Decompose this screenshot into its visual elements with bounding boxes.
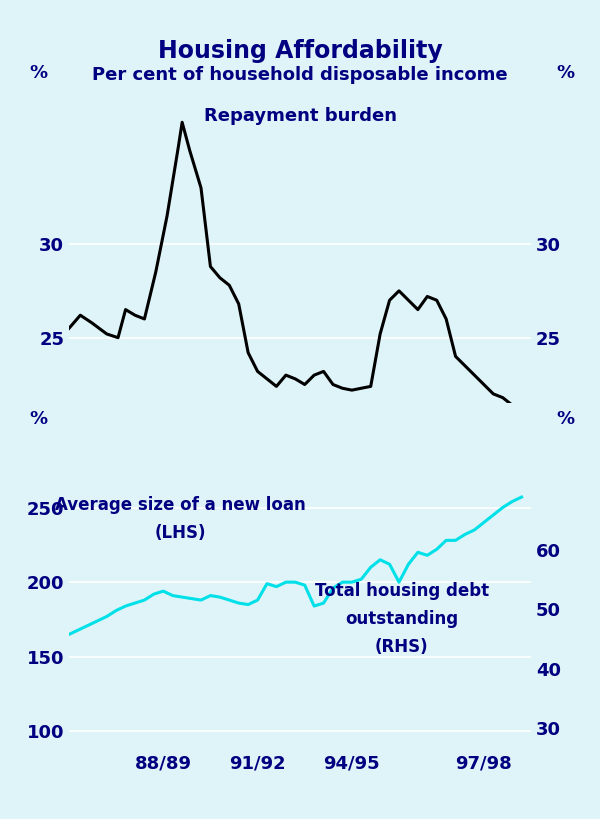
Text: %: % <box>556 410 575 428</box>
Text: Repayment burden: Repayment burden <box>203 106 397 124</box>
Text: %: % <box>30 64 48 82</box>
Text: %: % <box>30 410 48 428</box>
Text: (LHS): (LHS) <box>154 524 206 542</box>
Text: %: % <box>556 64 575 82</box>
Text: Housing Affordability: Housing Affordability <box>158 39 442 63</box>
Text: (RHS): (RHS) <box>375 638 428 656</box>
Text: outstanding: outstanding <box>345 610 458 628</box>
Text: Per cent of household disposable income: Per cent of household disposable income <box>92 66 508 84</box>
Text: Average size of a new loan: Average size of a new loan <box>55 496 305 514</box>
Text: Total housing debt: Total housing debt <box>314 582 489 600</box>
